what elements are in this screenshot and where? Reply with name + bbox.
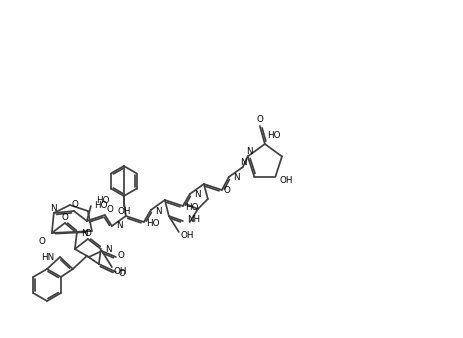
Text: N: N: [105, 245, 111, 255]
Text: HO: HO: [266, 131, 280, 141]
Text: OH: OH: [117, 207, 130, 216]
Text: OH: OH: [181, 232, 194, 241]
Text: O: O: [106, 206, 113, 215]
Text: N: N: [50, 204, 57, 214]
Text: N: N: [116, 220, 122, 230]
Text: O: O: [61, 213, 68, 221]
Text: NH: NH: [187, 216, 200, 224]
Text: N: N: [194, 191, 200, 199]
Text: HO: HO: [184, 203, 198, 213]
Text: OH: OH: [113, 266, 127, 275]
Text: HO: HO: [94, 201, 107, 211]
Text: HO: HO: [96, 196, 109, 206]
Text: HN: HN: [41, 252, 54, 262]
Text: O: O: [119, 268, 125, 277]
Text: N: N: [232, 173, 239, 183]
Text: N: N: [246, 147, 252, 156]
Text: N: N: [155, 207, 161, 216]
Text: O: O: [223, 187, 230, 195]
Text: O: O: [256, 116, 263, 124]
Text: OH: OH: [279, 176, 292, 185]
Text: HO: HO: [145, 219, 159, 228]
Text: O: O: [84, 228, 91, 238]
Text: N: N: [81, 230, 87, 239]
Text: O: O: [39, 237, 46, 245]
Text: O: O: [71, 200, 78, 210]
Text: N: N: [240, 159, 247, 168]
Text: O: O: [118, 251, 125, 261]
